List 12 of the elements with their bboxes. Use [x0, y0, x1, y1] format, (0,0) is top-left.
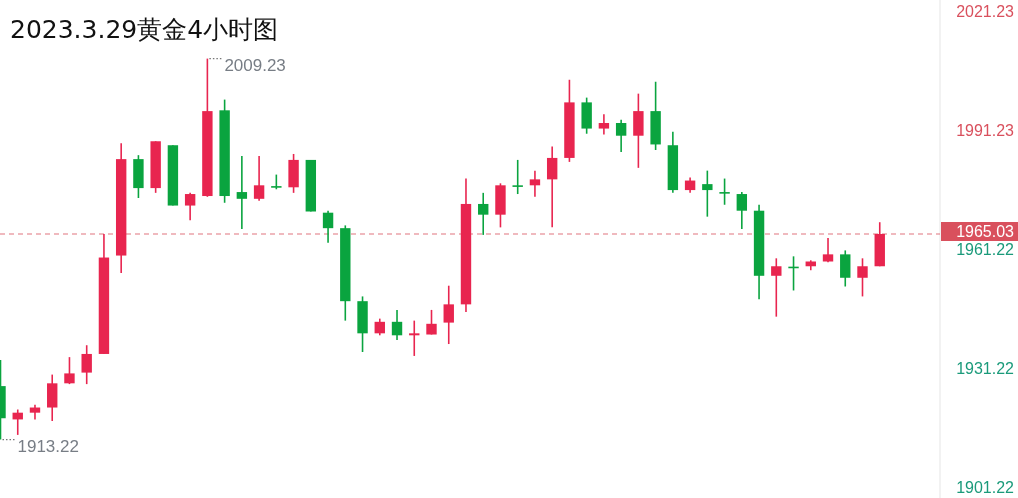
y-tick-label: 2021.23 [956, 2, 1015, 20]
y-tick-label: 1931.22 [956, 360, 1015, 378]
ref-line-label: 1965.03 [956, 223, 1015, 240]
annotation: 1913.22 [17, 436, 79, 456]
ref-label: 1965.03 [941, 222, 1018, 241]
annotation: 2009.23 [224, 55, 286, 75]
text: 2023.3.29黄金4小时图 [10, 15, 279, 44]
y-tick-label: 1961.22 [956, 241, 1015, 259]
annotation: 2009.23 [208, 55, 286, 75]
annotation: 1913.22 [1, 436, 79, 456]
y-tick-label: 1901.22 [956, 479, 1015, 497]
y-tick-label: 1991.23 [956, 122, 1015, 140]
